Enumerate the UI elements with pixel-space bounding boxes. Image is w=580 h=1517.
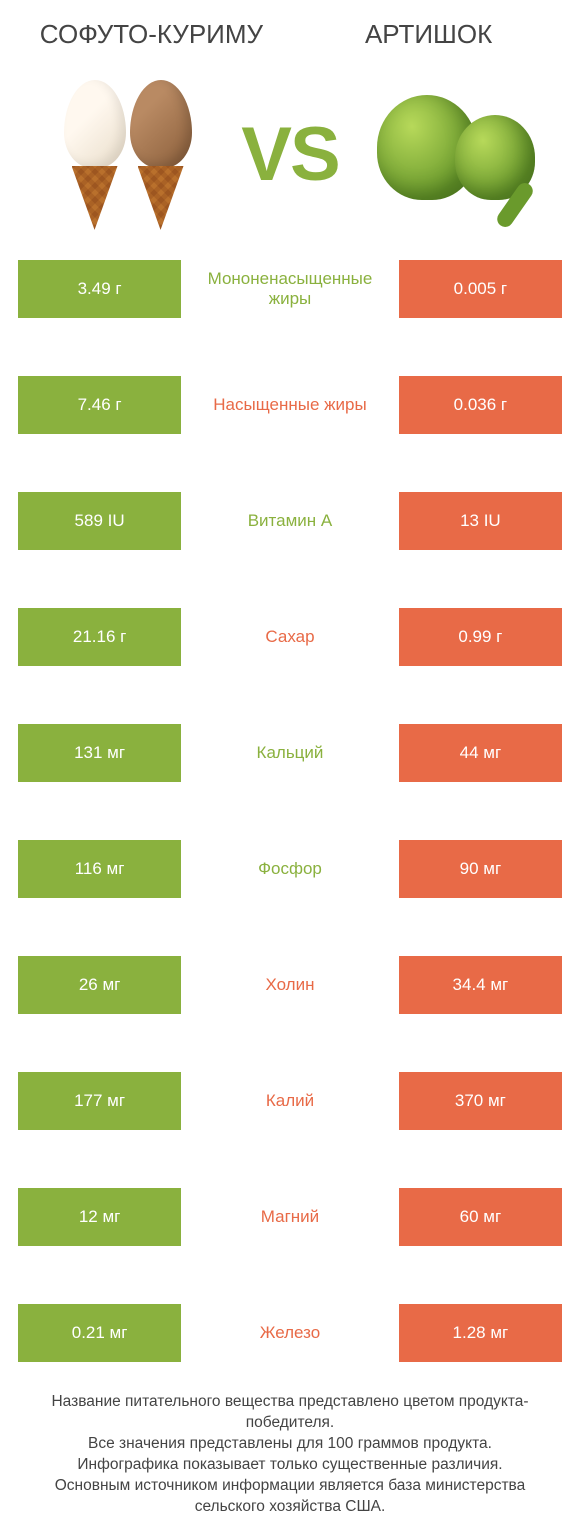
row-gap bbox=[18, 1246, 562, 1304]
table-row: 589 IUВитамин A13 IU bbox=[18, 492, 562, 550]
left-value: 177 мг bbox=[18, 1072, 181, 1130]
table-row: 7.46 гНасыщенные жиры0.036 г bbox=[18, 376, 562, 434]
row-gap bbox=[18, 666, 562, 724]
nutrient-label: Кальций bbox=[181, 724, 399, 782]
row-gap bbox=[18, 1014, 562, 1072]
right-value: 34.4 мг bbox=[399, 956, 562, 1014]
comparison-table: 3.49 гМононенасыщенные жиры0.005 г 7.46 г… bbox=[18, 260, 562, 1362]
row-gap bbox=[18, 1130, 562, 1188]
right-value: 0.99 г bbox=[399, 608, 562, 666]
row-gap bbox=[18, 434, 562, 492]
left-value: 589 IU bbox=[18, 492, 181, 550]
vs-text: VS bbox=[241, 111, 338, 198]
vs-label: VS bbox=[227, 111, 353, 198]
left-value: 131 мг bbox=[18, 724, 181, 782]
right-value: 0.005 г bbox=[399, 260, 562, 318]
footnote-line: Инфографика показывает только существенн… bbox=[28, 1455, 552, 1476]
table-row: 12 мгМагний60 мг bbox=[18, 1188, 562, 1246]
table-row: 177 мгКалий370 мг bbox=[18, 1072, 562, 1130]
right-value: 60 мг bbox=[399, 1188, 562, 1246]
row-gap bbox=[18, 318, 562, 376]
right-value: 370 мг bbox=[399, 1072, 562, 1130]
table-row: 26 мгХолин34.4 мг bbox=[18, 956, 562, 1014]
left-product-title: СОФУТО-КУРИМУ bbox=[38, 20, 265, 50]
footnote-line: Все значения представлены для 100 граммо… bbox=[28, 1434, 552, 1455]
right-value: 44 мг bbox=[399, 724, 562, 782]
footnote-line: Основным источником информации является … bbox=[28, 1476, 552, 1517]
right-product-title: АРТИШОК bbox=[315, 20, 542, 50]
left-value: 0.21 мг bbox=[18, 1304, 181, 1362]
table-row: 21.16 гСахар0.99 г bbox=[18, 608, 562, 666]
row-gap bbox=[18, 550, 562, 608]
nutrient-label: Калий bbox=[181, 1072, 399, 1130]
left-value: 21.16 г bbox=[18, 608, 181, 666]
nutrient-label: Сахар bbox=[181, 608, 399, 666]
left-product-image bbox=[28, 70, 227, 240]
left-value: 116 мг bbox=[18, 840, 181, 898]
left-value: 26 мг bbox=[18, 956, 181, 1014]
nutrient-label: Насыщенные жиры bbox=[181, 376, 399, 434]
table-row: 0.21 мгЖелезо1.28 мг bbox=[18, 1304, 562, 1362]
left-value: 7.46 г bbox=[18, 376, 181, 434]
right-value: 13 IU bbox=[399, 492, 562, 550]
row-gap bbox=[18, 782, 562, 840]
right-product-image bbox=[353, 70, 552, 240]
footnote-line: Название питательного вещества представл… bbox=[28, 1392, 552, 1434]
nutrient-label: Мононенасыщенные жиры bbox=[181, 260, 399, 318]
right-value: 90 мг bbox=[399, 840, 562, 898]
artichoke-icon bbox=[367, 80, 537, 230]
nutrient-label: Магний bbox=[181, 1188, 399, 1246]
left-value: 3.49 г bbox=[18, 260, 181, 318]
icecream-icon bbox=[64, 80, 192, 230]
left-value: 12 мг bbox=[18, 1188, 181, 1246]
footnote: Название питательного вещества представл… bbox=[18, 1362, 562, 1517]
right-value: 0.036 г bbox=[399, 376, 562, 434]
table-row: 116 мгФосфор90 мг bbox=[18, 840, 562, 898]
nutrient-label: Железо bbox=[181, 1304, 399, 1362]
table-row: 131 мгКальций44 мг bbox=[18, 724, 562, 782]
nutrient-label: Фосфор bbox=[181, 840, 399, 898]
nutrient-label: Холин bbox=[181, 956, 399, 1014]
table-row: 3.49 гМононенасыщенные жиры0.005 г bbox=[18, 260, 562, 318]
row-gap bbox=[18, 898, 562, 956]
right-value: 1.28 мг bbox=[399, 1304, 562, 1362]
header: СОФУТО-КУРИМУ АРТИШОК bbox=[18, 20, 562, 60]
nutrient-label: Витамин A bbox=[181, 492, 399, 550]
images-row: VS bbox=[18, 60, 562, 260]
